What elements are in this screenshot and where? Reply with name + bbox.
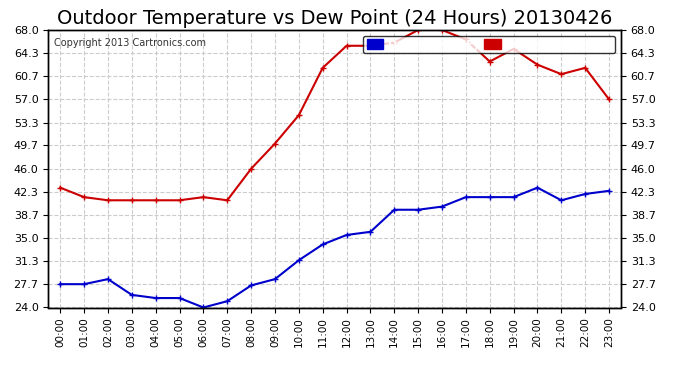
Text: Copyright 2013 Cartronics.com: Copyright 2013 Cartronics.com bbox=[54, 38, 206, 48]
Title: Outdoor Temperature vs Dew Point (24 Hours) 20130426: Outdoor Temperature vs Dew Point (24 Hou… bbox=[57, 9, 612, 28]
Legend: Dew Point (°F), Temperature (°F): Dew Point (°F), Temperature (°F) bbox=[363, 36, 615, 53]
